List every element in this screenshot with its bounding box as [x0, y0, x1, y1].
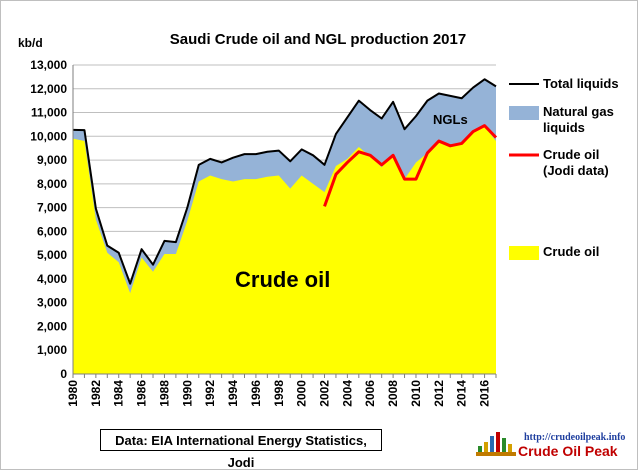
y-tick-2,000: 2,000 — [37, 319, 67, 333]
legend-natural-gas-liquids-label: Natural gas liquids — [543, 104, 614, 135]
y-tick-13,000: 13,000 — [30, 58, 67, 72]
x-tick-1986: 1986 — [135, 380, 149, 407]
logo-url[interactable]: http://crudeoilpeak.info — [524, 432, 626, 443]
x-tick-1996: 1996 — [249, 380, 263, 407]
y-tick-10,000: 10,000 — [30, 129, 67, 143]
logo-name: Crude Oil Peak — [518, 443, 618, 459]
logo-barrels-icon — [476, 432, 516, 456]
y-axis-unit-label: kb/d — [18, 36, 43, 50]
y-tick-3,000: 3,000 — [37, 296, 67, 310]
ngl-area-label: NGLs — [433, 112, 468, 127]
y-tick-12,000: 12,000 — [30, 82, 67, 96]
x-tick-1984: 1984 — [112, 380, 126, 407]
total-liquids-line — [72, 78, 497, 285]
y-tick-9,000: 9,000 — [37, 153, 67, 167]
legend-crude-oil-label: Crude oil — [543, 244, 599, 259]
legend-crude-oil-swatch — [509, 246, 539, 260]
legend-natural-gas-liquids-swatch — [509, 106, 539, 120]
y-tick-4,000: 4,000 — [37, 272, 67, 286]
x-tick-2012: 2012 — [432, 380, 446, 407]
x-tick-1992: 1992 — [203, 380, 217, 407]
y-tick-6,000: 6,000 — [37, 224, 67, 238]
y-tick-8,000: 8,000 — [37, 177, 67, 191]
crude-oil-peak-logo: http://crudeoilpeak.info Crude Oil Peak — [474, 428, 634, 466]
x-tick-2010: 2010 — [409, 380, 423, 407]
crude-oil-area — [73, 126, 496, 374]
crude-oil-jodi-line — [323, 124, 498, 207]
y-tick-11,000: 11,000 — [31, 106, 67, 120]
crude-oil-area-label: Crude oil — [235, 267, 330, 292]
chart-title: Saudi Crude oil and NGL production 2017 — [170, 31, 466, 48]
x-tick-1988: 1988 — [157, 380, 171, 407]
x-tick-2016: 2016 — [478, 380, 492, 407]
source-label: Data: EIA International Energy Statistic… — [100, 429, 382, 470]
legend-total-liquids-label: Total liquids — [543, 76, 619, 91]
y-tick-7,000: 7,000 — [37, 201, 67, 215]
x-tick-2000: 2000 — [295, 380, 309, 407]
x-tick-1982: 1982 — [89, 380, 103, 407]
x-tick-1990: 1990 — [180, 380, 194, 407]
y-tick-5,000: 5,000 — [37, 248, 67, 262]
x-tick-2004: 2004 — [340, 380, 354, 407]
x-tick-2014: 2014 — [455, 380, 469, 407]
x-tick-1998: 1998 — [272, 380, 286, 407]
x-tick-2006: 2006 — [363, 380, 377, 407]
y-tick-0: 0 — [60, 367, 67, 381]
x-tick-2008: 2008 — [386, 380, 400, 407]
legend-crude-oil-jodi-data-label: Crude oil (Jodi data) — [543, 147, 609, 178]
x-tick-1994: 1994 — [226, 380, 240, 407]
y-tick-1,000: 1,000 — [37, 343, 67, 357]
x-tick-2002: 2002 — [318, 380, 332, 407]
x-tick-1980: 1980 — [66, 380, 80, 407]
